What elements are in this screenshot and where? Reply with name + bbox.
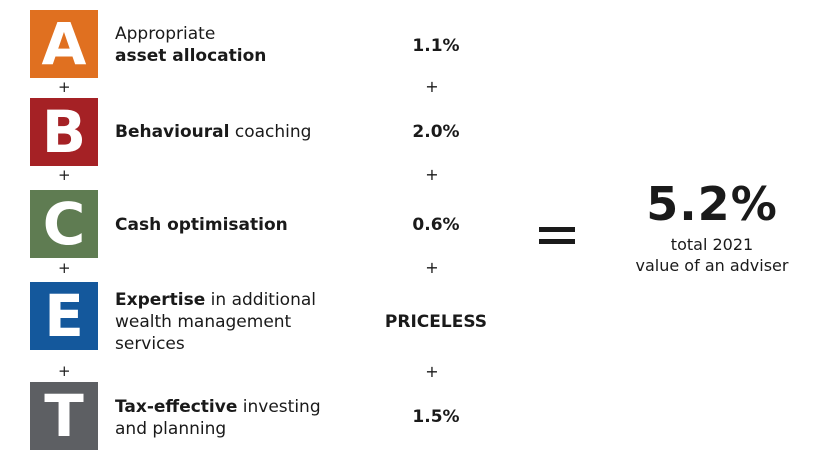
plus-mid-1: + [425, 77, 439, 96]
tile-b: B [30, 98, 98, 166]
row-c-desc-bold: Cash optimisation [115, 215, 288, 235]
tile-e: E [30, 282, 98, 350]
total-label-line2: value of an adviser [635, 256, 789, 275]
row-a-description: Appropriate asset allocation [115, 23, 365, 67]
row-t-description: Tax-effective investing and planning [115, 396, 325, 440]
tile-t: T [30, 382, 98, 450]
row-t-desc-post: investing and planning [115, 397, 321, 439]
row-c-value: 0.6% [412, 215, 460, 235]
plus-mid-4: + [425, 362, 439, 381]
row-e-desc-post: in additional wealth management services [115, 290, 316, 354]
plus-mid-2: + [425, 165, 439, 184]
row-t-desc-bold: Tax-effective [115, 397, 238, 417]
row-e-description: Expertise in additional wealth managemen… [115, 289, 320, 355]
row-t-value: 1.5% [412, 407, 460, 427]
row-a-desc-bold: asset allocation [115, 46, 267, 66]
plus-a-b: + [58, 78, 71, 96]
plus-c-e: + [58, 259, 71, 277]
row-b-description: Behavioural coaching [115, 121, 365, 143]
plus-b-c: + [58, 166, 71, 184]
row-a-value: 1.1% [412, 36, 460, 56]
plus-e-t: + [58, 362, 71, 380]
total-label-line1: total 2021 [670, 235, 754, 254]
equals-sign [539, 219, 575, 253]
row-e-value: PRICELESS [384, 312, 488, 332]
row-a-desc-pre: Appropriate [115, 24, 216, 44]
row-b-desc-bold: Behavioural [115, 122, 230, 142]
row-c-description: Cash optimisation [115, 214, 365, 236]
total-value: 5.2% [646, 177, 778, 231]
row-b-value: 2.0% [412, 122, 460, 142]
plus-mid-3: + [425, 258, 439, 277]
tile-a: A [30, 10, 98, 78]
tile-c: C [30, 190, 98, 258]
row-b-desc-post: coaching [229, 122, 312, 142]
row-e-desc-bold: Expertise [115, 290, 206, 310]
total-block: 5.2% total 2021 value of an adviser [612, 178, 812, 276]
